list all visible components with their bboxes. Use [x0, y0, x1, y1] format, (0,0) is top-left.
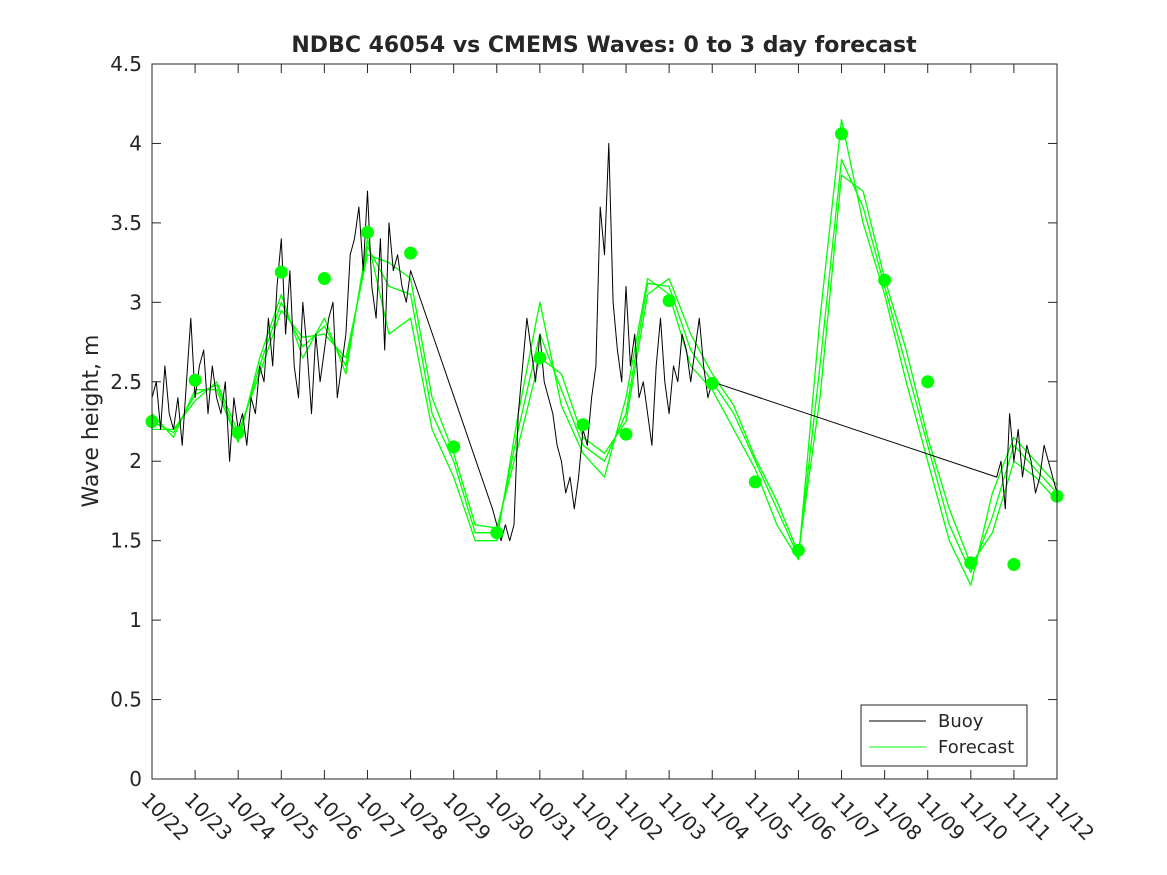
- plot-area: [152, 64, 1057, 779]
- forecast-marker: [878, 273, 892, 287]
- series-line-forecast: [152, 174, 1058, 566]
- forecast-marker: [835, 127, 848, 141]
- forecast-marker: [231, 426, 245, 440]
- y-tick-label: 3.5: [110, 211, 142, 235]
- forecast-marker: [404, 246, 418, 260]
- legend: Buoy Forecast: [860, 704, 1028, 767]
- y-tick-label: 0: [129, 767, 142, 791]
- y-axis-label: Wave height, m: [79, 335, 104, 508]
- forecast-marker: [490, 526, 504, 540]
- forecast-marker: [361, 225, 374, 239]
- forecast-marker: [662, 294, 676, 308]
- forecast-marker: [274, 265, 288, 279]
- y-tick-labels: 0 0.5 1 1.5 2 2.5 3 3.5 4 4.5: [110, 52, 142, 791]
- chart-title: NDBC 46054 vs CMEMS Waves: 0 to 3 day fo…: [291, 33, 917, 58]
- forecast-marker: [188, 373, 202, 387]
- legend-box: [860, 704, 1028, 767]
- forecast-marker: [921, 375, 935, 389]
- forecast-marker: [1007, 558, 1021, 571]
- series-line-forecast: [151, 118, 1058, 586]
- y-tick-label: 1: [129, 608, 142, 632]
- legend-label-forecast: Forecast: [938, 737, 1014, 758]
- y-tick-label: 3: [129, 290, 142, 314]
- forecast-marker: [964, 556, 978, 570]
- series-layer: [151, 118, 1058, 586]
- forecast-marker: [619, 427, 633, 441]
- y-tick-label: 0.5: [110, 688, 142, 712]
- forecast-marker: [447, 440, 461, 454]
- y-tick-label: 2.5: [110, 370, 142, 394]
- y-tick-label: 4: [129, 131, 142, 155]
- forecast-marker: [317, 272, 331, 285]
- marker-layer: [145, 127, 1064, 571]
- forecast-marker: [705, 376, 719, 390]
- forecast-marker: [533, 351, 547, 365]
- forecast-marker: [748, 475, 762, 489]
- y-tick-label: 2: [129, 449, 142, 473]
- legend-label-buoy: Buoy: [938, 711, 984, 732]
- y-tick-label: 4.5: [110, 52, 142, 76]
- forecast-marker: [576, 418, 590, 432]
- series-line-forecast: [151, 158, 1058, 574]
- y-tick-label: 1.5: [110, 529, 142, 553]
- forecast-marker: [791, 543, 805, 557]
- plot-frame: [151, 63, 1058, 780]
